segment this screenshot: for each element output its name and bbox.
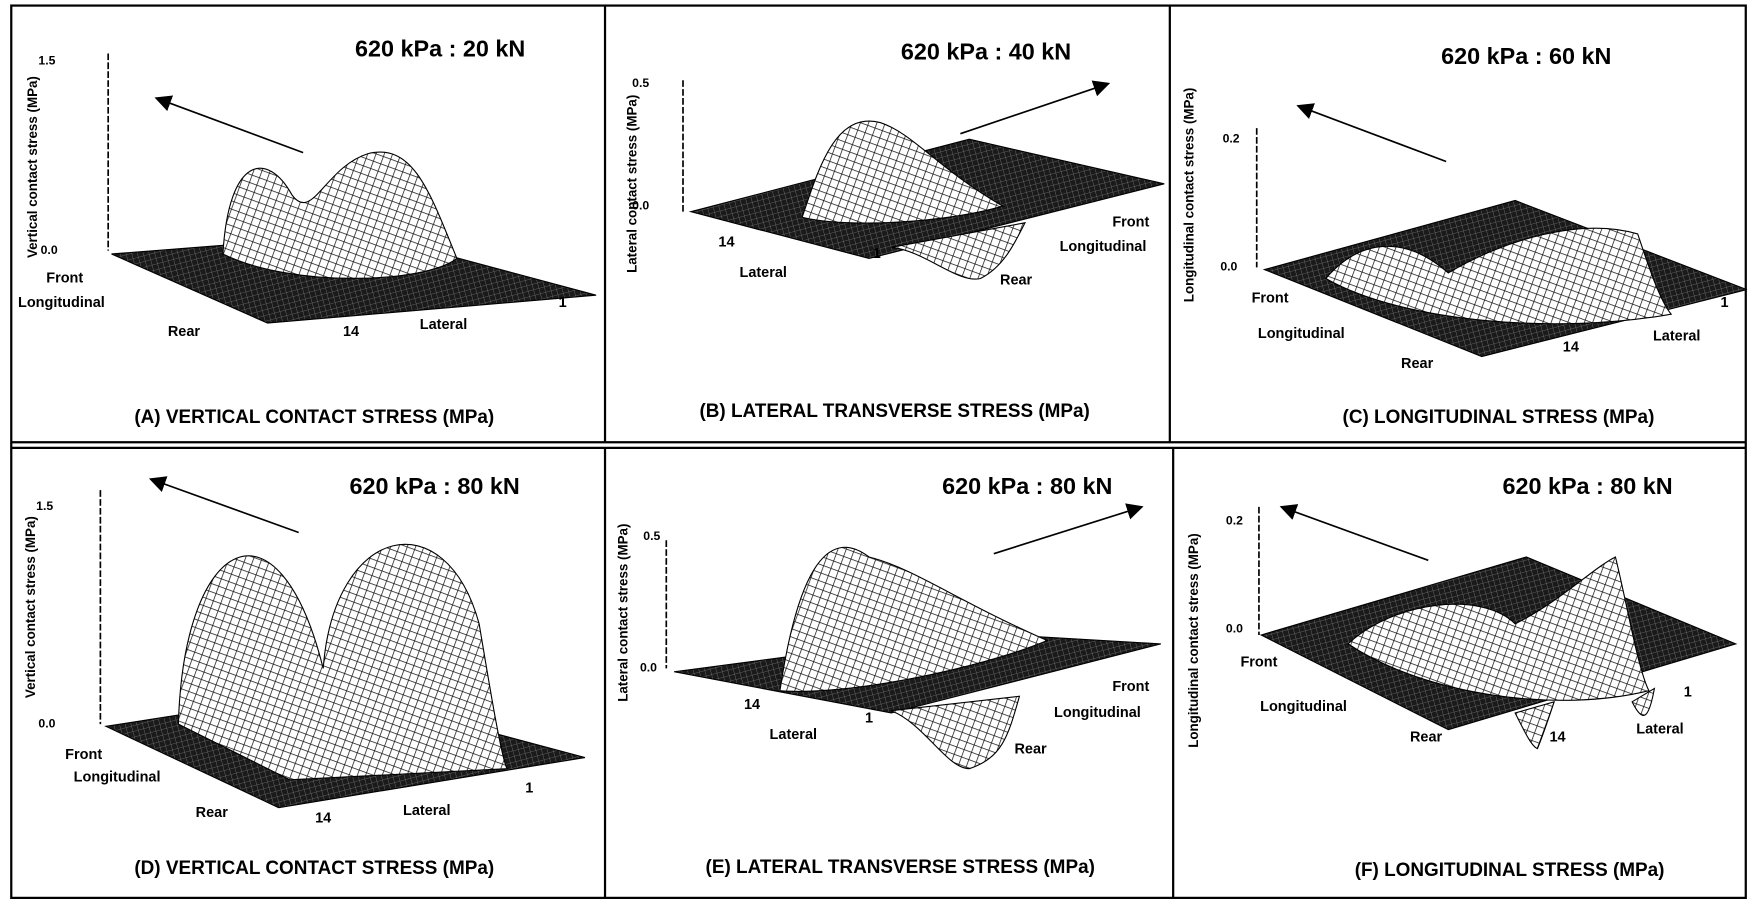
surface-peak xyxy=(177,543,508,781)
panel-title: 620 kPa : 20 kN xyxy=(355,35,525,61)
panel-borders xyxy=(10,4,1747,899)
panel: 620 kPa : 40 kN (B) LATERAL TRANSVERSE ST… xyxy=(624,39,1165,422)
axis-label: Rear xyxy=(196,805,229,821)
panel: 620 kPa : 80 kN (F) LONGITUDINAL STRESS (… xyxy=(1186,473,1738,881)
y-max-label: 1.5 xyxy=(36,499,53,513)
axis-label: Rear xyxy=(168,324,201,340)
axis-label: Lateral xyxy=(1653,328,1700,344)
axis-label: 1 xyxy=(559,295,567,311)
y-zero-label: 0.0 xyxy=(640,661,657,675)
axis-label: Longitudinal xyxy=(1060,239,1147,255)
panel-caption: (D) VERTICAL CONTACT STRESS (MPa) xyxy=(134,858,494,879)
axis-label: 14 xyxy=(343,324,359,340)
surface-peak xyxy=(801,120,1005,224)
axis-label: Front xyxy=(1112,215,1149,231)
surface-peak xyxy=(779,546,1049,692)
axis-label: Lateral xyxy=(420,317,467,333)
axis-label: Lateral xyxy=(403,803,450,819)
axis-label: Longitudinal xyxy=(1260,699,1347,715)
panel: 620 kPa : 60 kN (C) LONGITUDINAL STRESS (… xyxy=(1181,43,1747,428)
surface-trough xyxy=(1514,687,1656,750)
y-axis-label: Lateral contact stress (MPa) xyxy=(615,524,630,702)
axis-label: 14 xyxy=(1563,339,1579,355)
axis-label: 1 xyxy=(525,781,533,797)
panel-title: 620 kPa : 60 kN xyxy=(1441,43,1611,69)
surface-peak xyxy=(222,151,458,279)
y-axis-label: Lateral contact stress (MPa) xyxy=(624,95,639,273)
panel: 620 kPa : 20 kN (A) VERTICAL CONTACT STRE… xyxy=(18,35,597,428)
direction-arrow xyxy=(960,80,1111,135)
y-zero-label: 0.0 xyxy=(1226,622,1243,636)
panel-caption: (C) LONGITUDINAL STRESS (MPa) xyxy=(1343,407,1655,428)
direction-arrow xyxy=(148,476,299,534)
panel: 620 kPa : 80 kN (E) LATERAL TRANSVERSE ST… xyxy=(615,473,1162,878)
panel-caption: (F) LONGITUDINAL STRESS (MPa) xyxy=(1355,860,1665,881)
panel-title: 620 kPa : 80 kN xyxy=(1502,473,1672,499)
direction-arrow xyxy=(1296,103,1447,163)
panel-caption: (E) LATERAL TRANSVERSE STRESS (MPa) xyxy=(706,857,1095,878)
axis-label: Lateral xyxy=(770,727,817,743)
panel-caption: (B) LATERAL TRANSVERSE STRESS (MPa) xyxy=(699,401,1089,422)
panel-title: 620 kPa : 80 kN xyxy=(349,473,519,499)
direction-arrow xyxy=(1279,504,1429,562)
panel-title: 620 kPa : 40 kN xyxy=(901,39,1071,65)
y-max-label: 0.5 xyxy=(632,76,649,90)
axis-label: 1 xyxy=(1721,295,1729,311)
axis-label: 14 xyxy=(1549,729,1565,745)
surface-peak xyxy=(1324,227,1673,325)
axis-label: Rear xyxy=(1410,729,1443,745)
axis-label: Front xyxy=(1240,655,1277,671)
axis-label: 14 xyxy=(744,697,760,713)
y-max-label: 0.2 xyxy=(1223,131,1240,145)
axis-label: 1 xyxy=(865,710,873,726)
y-axis-label: Vertical contact stress (MPa) xyxy=(23,516,38,698)
axis-label: Longitudinal xyxy=(74,769,161,785)
y-zero-label: 0.0 xyxy=(632,198,649,212)
axis-label: 14 xyxy=(315,811,331,827)
axis-label: 14 xyxy=(718,235,734,251)
axis-label: Front xyxy=(1112,679,1149,695)
axis-label: Front xyxy=(46,270,83,286)
axis-label: Lateral xyxy=(739,265,786,281)
y-axis-label: Longitudinal contact stress (MPa) xyxy=(1181,88,1196,303)
axis-label: Lateral xyxy=(1636,721,1683,737)
direction-arrow xyxy=(993,503,1144,555)
surface-trough xyxy=(891,695,1021,770)
axis-label: Longitudinal xyxy=(1258,326,1345,342)
panel: 620 kPa : 80 kN (D) VERTICAL CONTACT STRE… xyxy=(23,473,586,879)
axis-label: Rear xyxy=(1401,356,1434,372)
axis-label: 1 xyxy=(873,246,881,262)
axis-label: Front xyxy=(65,747,102,763)
panel-title: 620 kPa : 80 kN xyxy=(942,473,1112,499)
axis-label: Front xyxy=(1252,290,1289,306)
axis-label: Longitudinal xyxy=(18,295,105,311)
axis-label: 1 xyxy=(1684,685,1692,701)
y-zero-label: 0.0 xyxy=(41,243,58,257)
axis-label: Longitudinal xyxy=(1054,705,1141,721)
axis-label: Rear xyxy=(1000,273,1033,289)
axis-label: Rear xyxy=(1014,742,1047,758)
y-max-label: 1.5 xyxy=(38,54,55,68)
y-zero-label: 0.0 xyxy=(38,716,55,730)
y-max-label: 0.2 xyxy=(1226,514,1243,528)
y-axis-label: Vertical contact stress (MPa) xyxy=(25,76,40,258)
direction-arrow xyxy=(154,95,304,154)
y-zero-label: 0.0 xyxy=(1220,260,1237,274)
y-axis-label: Longitudinal contact stress (MPa) xyxy=(1186,533,1201,748)
panel-caption: (A) VERTICAL CONTACT STRESS (MPa) xyxy=(134,407,494,428)
surface-peak xyxy=(1347,556,1650,701)
y-max-label: 0.5 xyxy=(643,529,660,543)
surface-trough xyxy=(891,222,1027,280)
